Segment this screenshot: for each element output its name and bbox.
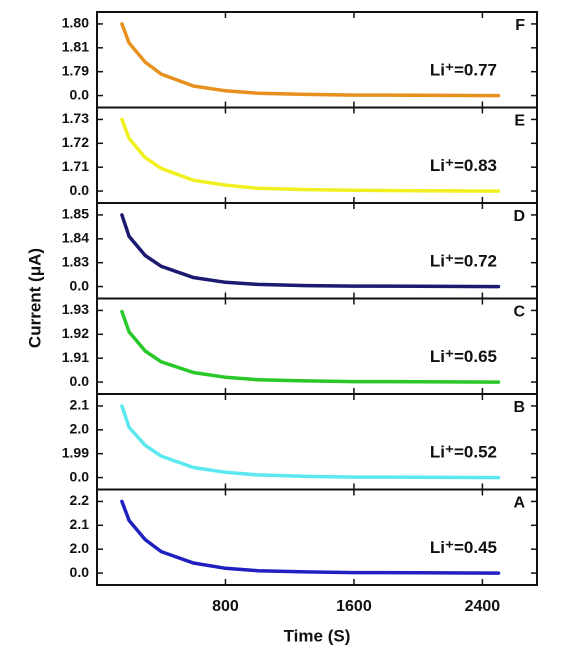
y-tick-label: 1.84 bbox=[62, 230, 89, 246]
annotation: Li⁺=0.77 bbox=[430, 60, 497, 79]
y-tick-label: 1.92 bbox=[62, 325, 89, 341]
panel-label: C bbox=[513, 304, 525, 321]
annotation: Li⁺=0.72 bbox=[430, 251, 497, 270]
data-line bbox=[120, 499, 501, 575]
panel-label: B bbox=[513, 399, 525, 416]
x-axis-label: Time (S) bbox=[284, 626, 351, 645]
data-line bbox=[120, 213, 501, 289]
data-line bbox=[120, 309, 501, 384]
y-tick-label: 2.2 bbox=[70, 492, 90, 508]
y-tick-label: 1.79 bbox=[62, 62, 89, 78]
y-tick-label: 1.83 bbox=[62, 253, 89, 269]
panel-label: F bbox=[515, 17, 525, 34]
panel-label: A bbox=[513, 495, 525, 512]
y-tick-label: 0.0 bbox=[70, 277, 90, 293]
y-tick-label: 1.81 bbox=[62, 39, 89, 55]
y-tick-label: 1.73 bbox=[62, 110, 89, 126]
data-line bbox=[120, 22, 501, 98]
panel-label: D bbox=[513, 208, 525, 225]
annotation: Li⁺=0.65 bbox=[430, 347, 497, 366]
y-tick-label: 0.0 bbox=[70, 564, 90, 580]
y-tick-label: 2.1 bbox=[70, 397, 90, 413]
annotation: Li⁺=0.83 bbox=[430, 156, 497, 175]
annotation: Li⁺=0.52 bbox=[430, 442, 497, 461]
y-tick-label: 2.0 bbox=[70, 540, 90, 556]
y-tick-label: 2.1 bbox=[70, 516, 90, 532]
y-tick-label: 1.93 bbox=[62, 301, 89, 317]
y-tick-label: 1.91 bbox=[62, 349, 89, 365]
y-tick-label: 1.85 bbox=[62, 206, 89, 222]
y-axis-label: Current (μA) bbox=[25, 248, 44, 348]
data-line bbox=[120, 117, 501, 193]
y-tick-label: 0.0 bbox=[70, 86, 90, 102]
panel-frame bbox=[96, 488, 538, 586]
panel-label: E bbox=[514, 113, 525, 130]
y-tick-label: 2.0 bbox=[70, 421, 90, 437]
data-line bbox=[120, 404, 501, 480]
y-tick-label: 0.0 bbox=[70, 468, 90, 484]
y-tick-label: 1.71 bbox=[62, 158, 89, 174]
y-tick-label: 1.80 bbox=[62, 15, 89, 31]
x-tick-label: 1600 bbox=[336, 598, 372, 615]
x-tick-label: 800 bbox=[212, 598, 239, 615]
y-tick-label: 0.0 bbox=[70, 182, 90, 198]
x-tick-label: 2400 bbox=[465, 598, 501, 615]
annotation: Li⁺=0.45 bbox=[430, 538, 497, 557]
y-tick-label: 0.0 bbox=[70, 373, 90, 389]
y-tick-label: 1.99 bbox=[62, 444, 89, 460]
y-tick-label: 1.72 bbox=[62, 134, 89, 150]
